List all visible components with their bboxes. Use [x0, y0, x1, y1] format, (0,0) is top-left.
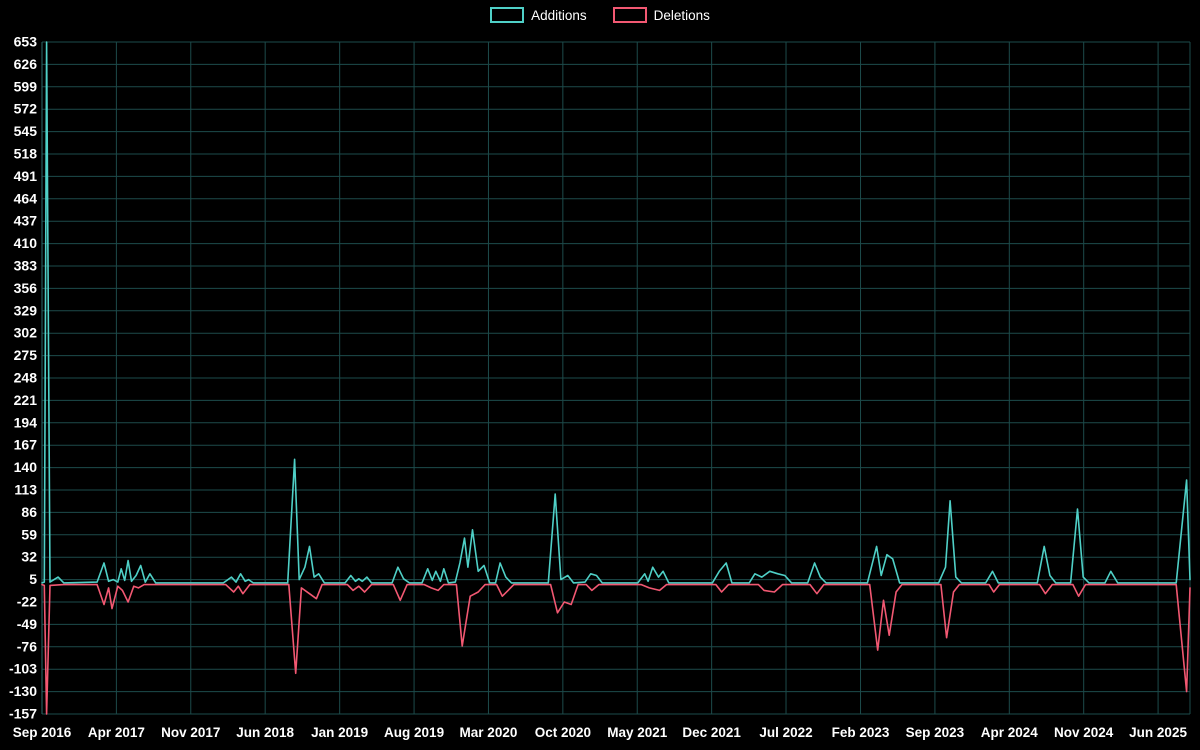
x-tick-label: Jun 2018	[236, 725, 294, 740]
y-tick-label: 653	[14, 34, 38, 50]
y-tick-label: 491	[14, 168, 38, 184]
y-tick-label: 113	[14, 482, 37, 498]
y-tick-label: 572	[14, 101, 38, 117]
y-tick-label: 194	[14, 414, 38, 430]
x-tick-label: May 2021	[607, 725, 668, 740]
y-tick-label: 545	[14, 123, 38, 139]
x-tick-label: Jun 2025	[1129, 725, 1187, 740]
y-tick-label: 221	[14, 392, 38, 408]
x-tick-label: Nov 2017	[161, 725, 220, 740]
x-tick-label: Apr 2017	[88, 725, 145, 740]
deletions-swatch-icon	[612, 7, 647, 23]
axis-labels: 653 626 599 572 545 518 491 464 437 410 383 356 329 3…	[9, 34, 1187, 741]
y-tick-label: 599	[14, 78, 38, 94]
y-tick-label: -22	[17, 594, 37, 610]
x-tick-label: Mar 2020	[460, 725, 518, 740]
y-tick-label: 383	[14, 258, 38, 274]
y-tick-label: 86	[21, 504, 37, 520]
y-tick-label: -103	[9, 661, 37, 677]
y-tick-label: 32	[21, 549, 37, 565]
y-tick-label: 518	[14, 146, 38, 162]
y-tick-label: 59	[21, 526, 37, 542]
y-tick-label: 248	[14, 370, 38, 386]
x-tick-label: Feb 2023	[832, 725, 890, 740]
chart-legend: Additions Deletions	[0, 7, 1200, 23]
y-tick-label: -76	[17, 638, 37, 654]
y-tick-label: 626	[14, 56, 38, 72]
y-tick-label: 140	[14, 459, 38, 475]
x-tick-label: Nov 2024	[1054, 725, 1114, 740]
y-tick-label: 356	[14, 280, 38, 296]
x-tick-label: Jan 2019	[311, 725, 368, 740]
series-additions-line	[41, 41, 1191, 584]
y-tick-label: 302	[14, 325, 38, 341]
x-tick-label: Oct 2020	[535, 725, 591, 740]
y-tick-label: 410	[14, 235, 38, 251]
y-tick-label: 464	[14, 190, 38, 206]
x-tick-label: Jul 2022	[759, 725, 812, 740]
y-tick-label: -49	[17, 616, 37, 632]
y-tick-label: 167	[14, 437, 38, 453]
x-tick-label: Dec 2021	[682, 725, 741, 740]
y-tick-label: 437	[14, 213, 38, 229]
x-tick-label: Sep 2023	[906, 725, 965, 740]
legend-item-deletions[interactable]: Deletions	[612, 7, 710, 23]
legend-item-additions[interactable]: Additions	[490, 7, 587, 23]
y-tick-label: -157	[9, 706, 37, 722]
y-tick-label: -130	[9, 683, 37, 699]
x-tick-label: Sep 2016	[13, 725, 72, 740]
legend-label-additions: Additions	[531, 7, 587, 23]
y-tick-label: 275	[14, 347, 38, 363]
x-tick-label: Apr 2024	[981, 725, 1039, 740]
y-tick-label: 329	[14, 302, 38, 318]
legend-label-deletions: Deletions	[653, 7, 710, 23]
series-lines	[41, 41, 1191, 715]
additions-swatch-icon	[490, 7, 525, 23]
y-tick-label: 5	[29, 571, 37, 587]
x-tick-label: Aug 2019	[384, 725, 444, 740]
gridlines	[41, 41, 1191, 715]
series-deletions-line	[41, 583, 1191, 715]
